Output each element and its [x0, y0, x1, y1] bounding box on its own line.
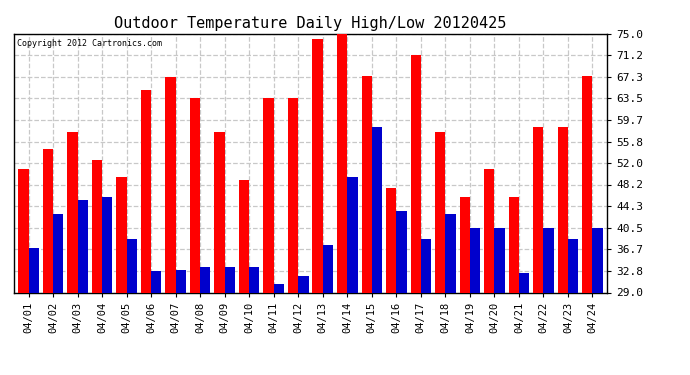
Bar [509, 197, 519, 292]
Bar [288, 99, 298, 292]
Bar [323, 245, 333, 292]
Bar [544, 228, 554, 292]
Bar [190, 99, 200, 292]
Bar [200, 267, 210, 292]
Bar [249, 267, 259, 292]
Title: Outdoor Temperature Daily High/Low 20120425: Outdoor Temperature Daily High/Low 20120… [115, 16, 506, 31]
Bar [435, 132, 445, 292]
Bar [372, 127, 382, 292]
Bar [519, 273, 529, 292]
Bar [445, 214, 455, 292]
Bar [141, 90, 151, 292]
Bar [28, 248, 39, 292]
Bar [313, 39, 323, 292]
Bar [386, 188, 396, 292]
Bar [77, 200, 88, 292]
Bar [117, 177, 126, 292]
Bar [484, 169, 495, 292]
Bar [43, 149, 53, 292]
Bar [274, 284, 284, 292]
Bar [126, 239, 137, 292]
Bar [460, 197, 470, 292]
Bar [558, 127, 568, 292]
Bar [593, 228, 603, 292]
Bar [166, 77, 176, 292]
Text: Copyright 2012 Cartronics.com: Copyright 2012 Cartronics.com [17, 39, 161, 48]
Bar [582, 76, 593, 292]
Bar [102, 197, 112, 292]
Bar [225, 267, 235, 292]
Bar [239, 180, 249, 292]
Bar [264, 99, 274, 292]
Bar [176, 270, 186, 292]
Bar [495, 228, 504, 292]
Bar [533, 127, 544, 292]
Bar [67, 132, 77, 292]
Bar [411, 55, 421, 292]
Bar [421, 239, 431, 292]
Bar [337, 34, 347, 292]
Bar [470, 228, 480, 292]
Bar [215, 132, 225, 292]
Bar [92, 160, 102, 292]
Bar [362, 76, 372, 292]
Bar [151, 271, 161, 292]
Bar [298, 276, 308, 292]
Bar [347, 177, 357, 292]
Bar [568, 239, 578, 292]
Bar [18, 169, 28, 292]
Bar [53, 214, 63, 292]
Bar [396, 211, 406, 292]
